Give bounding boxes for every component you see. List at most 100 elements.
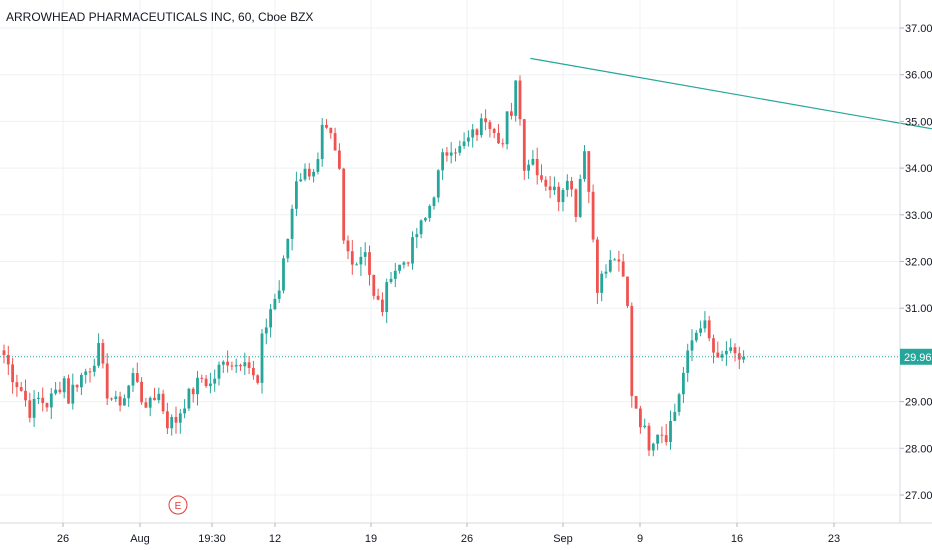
candle-body <box>88 371 92 373</box>
candle-body <box>54 389 57 394</box>
candle-body <box>540 175 543 180</box>
candle-body <box>712 338 715 353</box>
candle-body <box>2 350 6 356</box>
candle-body <box>286 238 290 259</box>
candle-body <box>703 320 707 329</box>
candle-body <box>733 347 737 354</box>
candle-body <box>424 218 427 221</box>
candle-body <box>591 191 595 240</box>
time-tick-label: 23 <box>828 533 840 545</box>
candle-body <box>634 396 638 409</box>
candle-body <box>419 220 423 235</box>
price-tick-label: 33.00 <box>905 210 932 222</box>
candle-body <box>720 354 724 358</box>
candle-body <box>742 356 745 360</box>
last-price-label: 29.96 <box>904 352 932 364</box>
candle-body <box>639 408 642 428</box>
candle-body <box>282 258 285 291</box>
candle-body <box>372 274 376 296</box>
candle-body <box>191 388 195 395</box>
candle-body <box>737 353 741 360</box>
candle-body <box>273 298 277 310</box>
candle-body <box>217 364 221 379</box>
time-tick-label: 26 <box>57 533 69 545</box>
candle-body <box>221 361 225 365</box>
candle-body <box>608 259 612 272</box>
candle-body <box>101 343 105 364</box>
candle-body <box>664 435 668 442</box>
candle-body <box>548 186 552 191</box>
candle-body <box>647 425 651 451</box>
candle-body <box>656 434 659 444</box>
candle-body <box>531 158 535 165</box>
price-tick-label: 37.00 <box>905 23 932 35</box>
candle-body <box>123 398 126 406</box>
candle-body <box>45 403 49 408</box>
time-axis[interactable]: 26 Aug 19:30 12 19 26 Sep 9 16 23 <box>57 523 840 545</box>
candle-body <box>316 159 320 172</box>
price-tick-label: 29.00 <box>905 397 932 409</box>
candle-body <box>729 347 733 351</box>
candle-body <box>411 237 414 264</box>
candle-body <box>488 122 492 129</box>
candle-body <box>153 397 156 401</box>
candle-body <box>131 373 135 386</box>
candle-body <box>445 152 449 156</box>
candle-body <box>479 118 483 136</box>
candle-body <box>187 388 191 409</box>
candle-body <box>510 111 513 116</box>
candle-body <box>41 397 45 404</box>
candle-body <box>204 378 208 387</box>
candle-body <box>725 350 728 355</box>
candle-body <box>92 365 96 372</box>
candle-body <box>389 278 393 283</box>
candle-body <box>355 264 358 266</box>
candle-body <box>402 262 406 265</box>
candle-body <box>587 151 591 192</box>
candle-body <box>342 168 346 241</box>
earnings-event-marker[interactable]: E <box>168 495 188 515</box>
candle-body <box>157 393 161 401</box>
candle-body <box>613 259 616 261</box>
candle-body <box>174 416 178 423</box>
earnings-event-label: E <box>175 501 182 512</box>
last-price-badge-background <box>900 348 932 365</box>
candle-body <box>144 402 148 408</box>
candle-body <box>32 398 36 418</box>
candle-body <box>178 413 182 423</box>
candle-body <box>333 133 337 151</box>
candle-body <box>441 152 444 171</box>
candle-body <box>522 119 526 171</box>
candle-body <box>475 129 479 136</box>
candle-body <box>462 141 466 147</box>
candle-body <box>686 350 690 373</box>
candle-body <box>118 396 122 406</box>
candle-body <box>166 411 169 429</box>
candle-body <box>338 150 341 169</box>
candle-body <box>376 295 380 300</box>
candle-body <box>707 320 711 339</box>
candle-body <box>604 271 608 274</box>
candle-body <box>363 252 367 257</box>
candle-body <box>385 282 389 313</box>
candle-body <box>19 387 23 391</box>
time-tick-label: 26 <box>461 533 473 545</box>
candle-body <box>252 368 255 376</box>
candle-body <box>677 394 681 412</box>
candle-body <box>557 186 561 203</box>
time-tick-label: 9 <box>637 533 643 545</box>
trendline[interactable] <box>530 57 932 411</box>
price-tick-label: 27.00 <box>905 490 932 502</box>
candle-body <box>651 443 655 451</box>
candle-body <box>682 372 685 395</box>
candle-body <box>454 152 457 154</box>
candle-body <box>15 382 19 388</box>
candle-body <box>449 152 453 156</box>
time-tick-label: Aug <box>130 533 150 545</box>
candle-body <box>110 398 113 400</box>
candle-body <box>114 396 118 399</box>
candle-body <box>37 397 40 399</box>
candlestick-series <box>2 75 745 457</box>
